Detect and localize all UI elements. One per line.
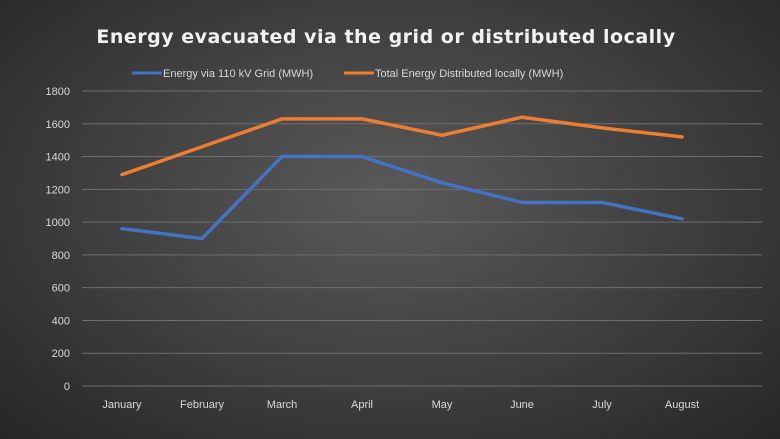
y-tick-label: 1800 <box>46 86 70 98</box>
y-tick-label: 1400 <box>46 152 70 164</box>
chart-title: Energy evacuated via the grid or distrib… <box>96 26 675 48</box>
series-line-0 <box>120 154 684 241</box>
y-tick-label: 600 <box>52 283 70 295</box>
y-tick-label: 800 <box>52 250 70 262</box>
x-tick-label: July <box>592 399 612 411</box>
y-tick-label: 1200 <box>46 184 70 196</box>
x-tick-label: January <box>102 399 142 411</box>
y-tick-label: 0 <box>64 381 70 393</box>
legend-label-grid: Energy via 110 kV Grid (MWH) <box>163 68 313 80</box>
x-tick-label: June <box>510 399 534 411</box>
y-tick-label: 1000 <box>46 217 70 229</box>
y-tick-label: 200 <box>52 348 70 360</box>
x-tick-label: April <box>351 399 373 411</box>
legend-label-local: Total Energy Distributed locally (MWH) <box>375 68 563 80</box>
x-tick-label: March <box>267 399 298 411</box>
legend: Energy via 110 kV Grid (MWH) Total Energ… <box>132 68 563 80</box>
y-tick-label: 400 <box>52 315 70 327</box>
y-tick-label: 1600 <box>46 119 70 131</box>
x-tick-label: February <box>180 399 225 411</box>
series-line-1 <box>120 115 684 177</box>
x-tick-label: August <box>665 399 699 411</box>
x-tick-label: May <box>432 399 453 411</box>
